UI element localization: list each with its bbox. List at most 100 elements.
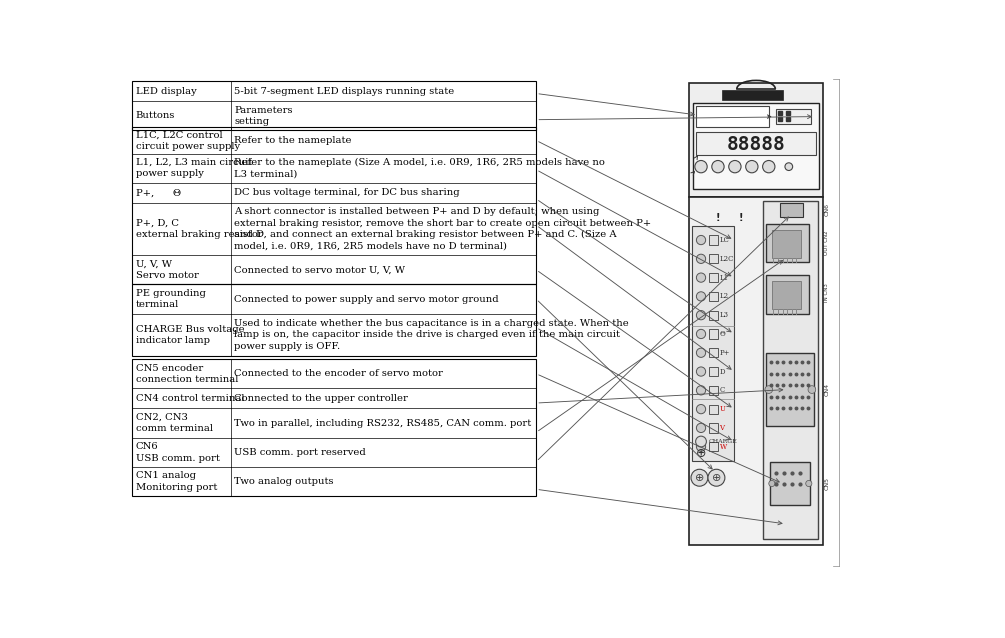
Text: PE grounding
terminal: PE grounding terminal xyxy=(136,289,206,309)
Text: L3: L3 xyxy=(720,311,729,319)
Text: Two in parallel, including RS232, RS485, CAN comm. port: Two in parallel, including RS232, RS485,… xyxy=(234,419,532,427)
Text: P+, D, C
external braking resistor: P+, D, C external braking resistor xyxy=(136,219,262,239)
Text: Parameters
setting: Parameters setting xyxy=(234,106,292,126)
Text: Θ: Θ xyxy=(720,330,726,338)
Text: CN5: CN5 xyxy=(824,477,829,490)
Text: L2: L2 xyxy=(720,292,729,300)
Bar xyxy=(696,132,816,155)
Circle shape xyxy=(696,254,706,263)
Circle shape xyxy=(746,161,758,173)
Text: CHARGE: CHARGE xyxy=(709,439,738,444)
Text: !: ! xyxy=(716,213,721,223)
Bar xyxy=(709,423,718,433)
Text: CN1 analog
Monitoring port: CN1 analog Monitoring port xyxy=(136,471,217,492)
Text: L1C, L2C control
circuit power supply: L1C, L2C control circuit power supply xyxy=(136,130,240,151)
Text: Refer to the nameplate (Size A model, i.e. 0R9, 1R6, 2R5 models have no
L3 termi: Refer to the nameplate (Size A model, i.… xyxy=(234,158,605,179)
Circle shape xyxy=(806,480,812,487)
Bar xyxy=(709,235,718,244)
Text: Connected to the encoder of servo motor: Connected to the encoder of servo motor xyxy=(234,369,443,378)
Text: CN4 control terminal: CN4 control terminal xyxy=(136,394,244,403)
Circle shape xyxy=(696,348,706,357)
Circle shape xyxy=(763,161,775,173)
Circle shape xyxy=(696,423,706,433)
Text: LED display: LED display xyxy=(136,87,197,96)
Bar xyxy=(696,106,769,128)
Circle shape xyxy=(696,404,706,414)
Text: Connected to the upper controller: Connected to the upper controller xyxy=(234,394,408,403)
Circle shape xyxy=(769,480,775,487)
Bar xyxy=(709,329,718,339)
Bar xyxy=(709,404,718,414)
Text: U, V, W
Servo motor: U, V, W Servo motor xyxy=(136,260,199,280)
Text: CN6
USB comm. port: CN6 USB comm. port xyxy=(136,442,220,463)
Text: V: V xyxy=(720,424,725,432)
Text: 88888: 88888 xyxy=(727,135,786,154)
Text: Connected to power supply and servo motor ground: Connected to power supply and servo moto… xyxy=(234,295,499,304)
Circle shape xyxy=(696,292,706,301)
Circle shape xyxy=(708,470,725,486)
Circle shape xyxy=(694,161,708,173)
Bar xyxy=(688,197,823,545)
Bar xyxy=(766,275,809,314)
Text: Connected to servo motor U, V, W: Connected to servo motor U, V, W xyxy=(234,265,405,274)
Text: C: C xyxy=(720,387,725,394)
Text: USB comm. port reserved: USB comm. port reserved xyxy=(234,448,366,457)
Circle shape xyxy=(712,161,725,173)
Text: !: ! xyxy=(739,213,744,223)
Circle shape xyxy=(808,386,816,394)
Bar xyxy=(770,463,810,505)
Circle shape xyxy=(696,442,706,451)
Text: LC: LC xyxy=(720,236,730,244)
Bar xyxy=(772,281,801,309)
Bar xyxy=(132,285,537,356)
Circle shape xyxy=(691,470,708,486)
Bar xyxy=(709,367,718,376)
Text: P+,      Θ: P+, Θ xyxy=(136,188,181,197)
Bar xyxy=(723,91,783,100)
Circle shape xyxy=(765,386,773,394)
Bar xyxy=(709,386,718,395)
Bar xyxy=(132,81,537,130)
Text: P+: P+ xyxy=(720,349,730,357)
Text: CN5 encoder
connection terminal: CN5 encoder connection terminal xyxy=(136,364,238,384)
Bar xyxy=(132,128,537,285)
Text: Buttons: Buttons xyxy=(136,111,175,121)
Circle shape xyxy=(696,273,706,282)
Text: L1: L1 xyxy=(720,274,729,281)
Circle shape xyxy=(696,329,706,339)
Bar xyxy=(766,224,809,262)
Text: 5-bit 7-segment LED displays running state: 5-bit 7-segment LED displays running sta… xyxy=(234,87,454,96)
Bar xyxy=(693,103,819,189)
Polygon shape xyxy=(731,207,751,225)
Text: ⊕: ⊕ xyxy=(712,473,722,483)
Bar xyxy=(780,203,803,217)
Bar xyxy=(709,348,718,357)
Circle shape xyxy=(729,161,741,173)
Bar xyxy=(709,254,718,263)
Circle shape xyxy=(696,386,706,395)
Bar xyxy=(709,442,718,451)
Bar xyxy=(767,353,814,426)
Text: U: U xyxy=(720,405,726,413)
Circle shape xyxy=(695,436,707,447)
Circle shape xyxy=(785,163,793,170)
Text: IN CN3: IN CN3 xyxy=(824,283,829,302)
Text: CN4: CN4 xyxy=(824,383,829,396)
Text: CHARGE Bus voltage
indicator lamp: CHARGE Bus voltage indicator lamp xyxy=(136,325,244,345)
Text: ⊕: ⊕ xyxy=(694,473,705,483)
Circle shape xyxy=(696,235,706,244)
Text: L2C: L2C xyxy=(720,255,734,263)
Circle shape xyxy=(696,311,706,320)
Bar xyxy=(132,359,537,496)
Text: W: W xyxy=(720,443,727,450)
Bar xyxy=(776,109,811,124)
Text: A short connector is installed between P+ and D by default; when using
external : A short connector is installed between P… xyxy=(234,207,651,251)
Text: Two analog outputs: Two analog outputs xyxy=(234,477,334,486)
Text: DC bus voltage terminal, for DC bus sharing: DC bus voltage terminal, for DC bus shar… xyxy=(234,188,460,197)
Bar xyxy=(709,311,718,320)
Text: D: D xyxy=(720,367,725,376)
Text: CN2, CN3
comm terminal: CN2, CN3 comm terminal xyxy=(136,413,213,433)
Bar xyxy=(709,292,718,301)
Bar xyxy=(772,230,801,258)
Text: CN6: CN6 xyxy=(824,204,829,216)
